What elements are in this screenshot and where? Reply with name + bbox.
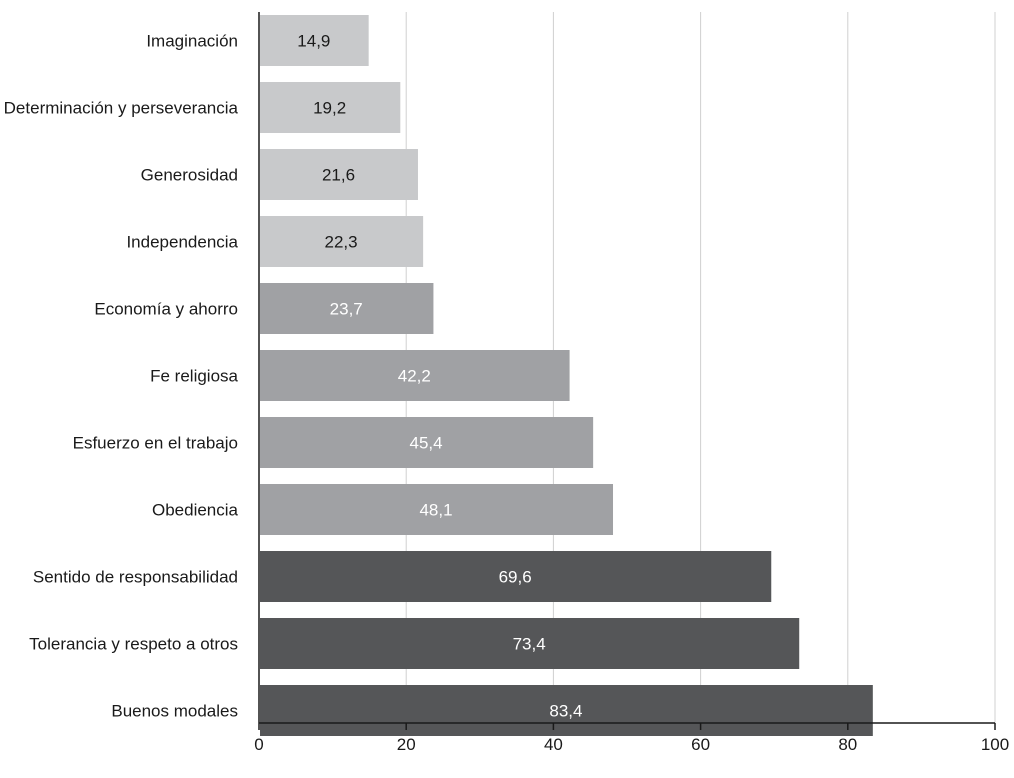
category-label: Sentido de responsabilidad xyxy=(33,568,238,587)
bar-11 xyxy=(260,685,873,736)
x-tick-label: 60 xyxy=(691,735,710,754)
data-label: 69,6 xyxy=(499,568,532,587)
bar-3 xyxy=(260,149,418,200)
x-tick-label: 0 xyxy=(254,735,263,754)
data-label: 19,2 xyxy=(313,99,346,118)
category-labels: Imaginación Determinación y perseverancia… xyxy=(4,32,239,721)
bars xyxy=(260,15,873,736)
bar-1 xyxy=(260,15,369,66)
category-label: Determinación y perseverancia xyxy=(4,99,239,118)
category-label: Fe religiosa xyxy=(150,367,238,386)
bar-7 xyxy=(260,417,594,468)
bar-9 xyxy=(260,551,772,602)
data-label: 73,4 xyxy=(513,635,546,654)
category-label: Buenos modales xyxy=(111,702,238,721)
x-tick-label: 100 xyxy=(981,735,1009,754)
data-label: 83,4 xyxy=(549,702,582,721)
category-label: Obediencia xyxy=(152,501,239,520)
x-tick-label: 80 xyxy=(838,735,857,754)
category-label: Generosidad xyxy=(141,166,238,185)
data-label: 21,6 xyxy=(322,166,355,185)
category-label: Imaginación xyxy=(146,32,238,51)
axes: 0 20 40 60 80 100 xyxy=(254,12,1009,754)
bar-5 xyxy=(260,283,434,334)
category-label: Tolerancia y respeto a otros xyxy=(29,635,238,654)
bar-10 xyxy=(260,618,800,669)
category-label: Economía y ahorro xyxy=(94,300,238,319)
bar-8 xyxy=(260,484,614,535)
data-labels: 14,9 19,2 21,6 22,3 23,7 42,2 45,4 48,1 69,6 73,4… xyxy=(297,32,582,721)
data-label: 22,3 xyxy=(325,233,358,252)
data-label: 42,2 xyxy=(398,367,431,386)
gridlines xyxy=(405,12,996,723)
x-tick-label: 20 xyxy=(397,735,416,754)
data-label: 14,9 xyxy=(297,32,330,51)
x-tick-label: 40 xyxy=(544,735,563,754)
bar-6 xyxy=(260,350,570,401)
data-label: 48,1 xyxy=(419,501,452,520)
data-label: 23,7 xyxy=(330,300,363,319)
category-label: Esfuerzo en el trabajo xyxy=(73,434,238,453)
bar-2 xyxy=(260,82,401,133)
data-label: 45,4 xyxy=(410,434,443,453)
bar-4 xyxy=(260,216,424,267)
category-label: Independencia xyxy=(126,233,238,252)
